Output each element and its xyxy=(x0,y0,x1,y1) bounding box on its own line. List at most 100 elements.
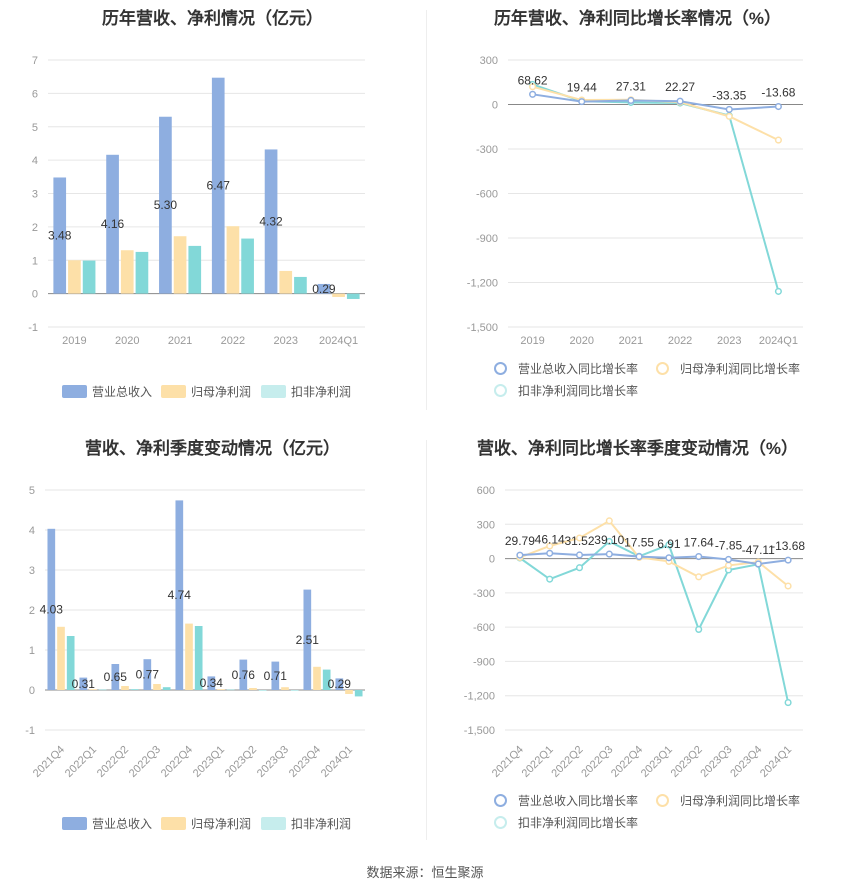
series-point xyxy=(516,551,524,559)
x-tick-label: 2023Q3 xyxy=(698,744,734,780)
legend-item-revenue[interactable]: 营业总收入 xyxy=(62,383,152,400)
series-point xyxy=(546,575,554,583)
bar-deducted-profit xyxy=(322,669,331,690)
legend-label: 归母净利润 xyxy=(191,817,252,831)
series-point xyxy=(784,582,792,590)
annual-revenue-profit-panel: 历年营收、净利情况（亿元） 7 6 5 4 3 2 1 0 -1 2019 2020 2021 2022… xyxy=(0,0,425,430)
series-point xyxy=(575,551,584,559)
data-label: 4.74 xyxy=(168,588,192,602)
legend: 营业总收入 归母净利润 扣非净利润 xyxy=(0,815,425,831)
annual-growth-panel: 历年营收、净利同比增长率情况（%） 300 0 -300 -600 -900 -1,200… xyxy=(425,0,850,430)
data-label: 0.76 xyxy=(232,668,256,682)
legend-item-deducted-profit[interactable]: 扣非净利润 xyxy=(261,815,351,832)
series-point xyxy=(575,534,584,542)
series-point xyxy=(575,564,584,572)
bar-deducted-profit xyxy=(130,689,139,690)
x-tick-label: 2022Q1 xyxy=(63,744,99,780)
bar-net-profit xyxy=(153,684,161,690)
bar-net-profit xyxy=(185,623,193,690)
legend-label: 营业总收入 xyxy=(92,385,153,399)
chart-title: 营收、净利同比增长率季度变动情况（%） xyxy=(476,439,799,458)
legend-item-revenue-growth[interactable]: 营业总收入同比增长率 xyxy=(488,792,638,809)
legend-label: 扣非净利润同比增长率 xyxy=(518,816,639,830)
bar-net-profit xyxy=(345,690,353,694)
y-tick-label: 300 xyxy=(477,519,495,531)
y-tick-label: 300 xyxy=(480,55,498,67)
y-tick-label: 600 xyxy=(477,485,495,497)
data-label: 4.16 xyxy=(101,217,125,231)
legend-item-deducted-profit[interactable]: 扣非净利润 xyxy=(261,383,351,400)
series-point xyxy=(578,98,586,106)
legend-swatch xyxy=(161,817,186,830)
y-tick-label: 0 xyxy=(489,554,495,566)
y-tick-label: 0 xyxy=(492,100,498,112)
x-tick-label: 2023Q3 xyxy=(255,744,291,780)
legend-swatch xyxy=(261,385,286,398)
legend-swatch xyxy=(650,794,675,807)
legend-item-deducted-growth[interactable]: 扣非净利润同比增长率 xyxy=(488,382,638,399)
y-tick-label: 1 xyxy=(32,255,38,267)
bar-deducted-profit xyxy=(290,690,299,691)
legend-label: 营业总收入同比增长率 xyxy=(518,794,639,808)
series-point xyxy=(665,541,673,549)
y-tick-label: -600 xyxy=(473,622,495,634)
bar-revenue xyxy=(207,676,216,690)
x-tick-label: 2022 xyxy=(668,335,692,347)
series-point xyxy=(605,517,613,525)
y-tick-label: 0 xyxy=(32,289,38,301)
bar-net-profit xyxy=(249,688,257,690)
bar-revenue xyxy=(111,664,120,690)
bar-deducted-profit xyxy=(162,687,171,690)
y-tick-label: -600 xyxy=(476,189,498,201)
data-label: 29.79 xyxy=(505,534,535,548)
series-point xyxy=(695,625,703,633)
legend-item-revenue[interactable]: 营业总收入 xyxy=(62,815,152,832)
legend-label: 扣非净利润同比增长率 xyxy=(518,384,639,398)
legend-label: 营业总收入同比增长率 xyxy=(518,362,639,376)
y-tick-label: 5 xyxy=(29,485,35,497)
quarterly-bar-chart: 543210-12021Q42022Q12022Q22022Q32022Q420… xyxy=(25,485,365,780)
x-tick-label: 2020 xyxy=(115,335,139,347)
legend-label: 归母净利润同比增长率 xyxy=(680,362,801,376)
bar-revenue xyxy=(211,77,225,294)
legend-item-net-profit-growth[interactable]: 归母净利润同比增长率 xyxy=(650,360,800,377)
series-point xyxy=(529,83,537,91)
y-tick-label: -1,200 xyxy=(464,691,495,703)
legend-item-net-profit[interactable]: 归母净利润 xyxy=(161,383,251,400)
legend-item-net-profit-growth[interactable]: 归母净利润同比增长率 xyxy=(650,792,800,809)
data-label: 0.77 xyxy=(136,668,160,682)
series-point xyxy=(695,573,703,581)
y-tick-label: -1 xyxy=(28,322,38,334)
data-label: -47.11 xyxy=(742,543,775,557)
legend-swatch xyxy=(62,817,87,830)
bar-revenue xyxy=(143,659,152,690)
x-tick-label: 2022Q4 xyxy=(609,744,645,780)
data-label: -13.68 xyxy=(761,86,795,100)
series-point xyxy=(529,90,537,98)
legend-item-net-profit[interactable]: 归母净利润 xyxy=(161,815,251,832)
x-tick-label: 2022Q3 xyxy=(127,744,163,780)
quarterly-growth-panel: 营收、净利同比增长率季度变动情况（%） 600 300 0 -300 -600 -900 -… xyxy=(425,430,850,860)
data-label: 17.64 xyxy=(684,536,714,550)
bar-net-profit xyxy=(173,236,187,294)
y-tick-label: -1 xyxy=(25,725,35,737)
series-point xyxy=(605,550,613,558)
series-point xyxy=(725,105,733,113)
bar-revenue xyxy=(159,116,172,294)
bar-revenue xyxy=(106,154,119,294)
x-tick-label: 2023Q1 xyxy=(639,744,675,780)
legend-item-deducted-growth[interactable]: 扣非净利润同比增长率 xyxy=(488,814,638,831)
data-label: 19.44 xyxy=(567,81,597,95)
data-label: 3.48 xyxy=(48,229,72,243)
data-label: 0.65 xyxy=(104,670,128,684)
data-source-note: 数据来源：恒生聚源 xyxy=(366,865,484,880)
bar-net-profit xyxy=(226,226,240,294)
y-tick-label: 7 xyxy=(32,55,38,67)
legend-item-revenue-growth[interactable]: 营业总收入同比增长率 xyxy=(488,360,638,377)
x-tick-label: 2024Q1 xyxy=(319,335,358,347)
x-tick-label: 2023Q4 xyxy=(728,744,764,780)
series-point xyxy=(724,561,733,569)
y-tick-label: -300 xyxy=(476,144,498,156)
chart-title: 营收、净利季度变动情况（亿元） xyxy=(85,439,340,458)
y-tick-label: 3 xyxy=(29,565,35,577)
